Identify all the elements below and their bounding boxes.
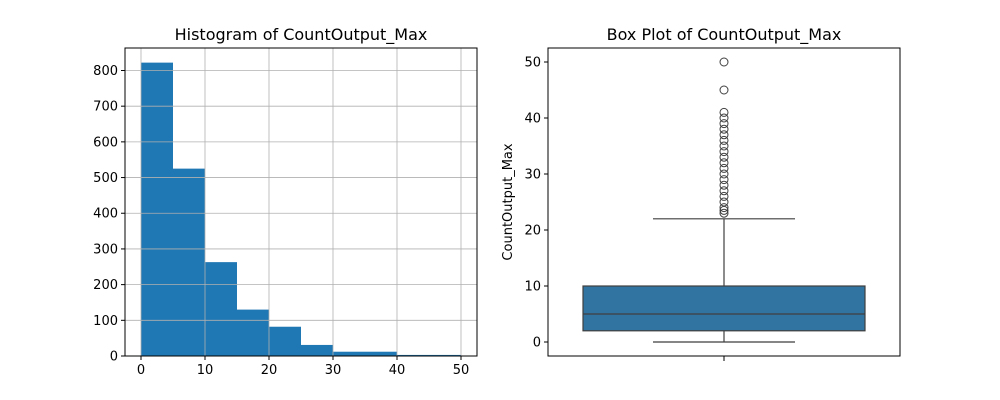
boxplot-outlier-point <box>719 152 729 162</box>
boxplot-outlier-point <box>719 163 729 173</box>
histogram-x-tick-label: 20 <box>261 363 278 378</box>
histogram-bars <box>141 62 461 356</box>
histogram-y-tick-label: 400 <box>93 207 118 222</box>
boxplot-outlier-point <box>719 158 729 168</box>
histogram-bar <box>365 351 397 356</box>
boxplot-y-tick-label: 20 <box>524 224 541 239</box>
histogram-title: Histogram of CountOutput_Max <box>175 25 428 45</box>
histogram-bar <box>269 326 301 356</box>
histogram-x-tick-label: 10 <box>197 363 214 378</box>
histogram-y-tick-label: 0 <box>110 350 118 365</box>
histogram-x-tick-label: 30 <box>325 363 342 378</box>
histogram-y-tick-label: 500 <box>93 171 118 186</box>
histogram-grid <box>125 48 477 357</box>
histogram-bar <box>237 309 269 356</box>
boxplot-panel: Box Plot of CountOutput_Max CountOutput_… <box>501 25 901 361</box>
histogram-y-tick-label: 600 <box>93 135 118 150</box>
boxplot-outlier-point <box>719 175 729 185</box>
boxplot-outlier-point <box>719 147 729 157</box>
boxplot-outlier-point <box>719 119 729 129</box>
histogram-bar <box>301 344 333 356</box>
boxplot-outlier-point <box>719 186 729 196</box>
boxplot-outlier-point <box>719 57 729 67</box>
boxplot-y-tick-label: 10 <box>524 280 541 295</box>
histogram-bar <box>429 354 461 356</box>
histogram-panel: Histogram of CountOutput_Max 0 10 20 30 40 50… <box>93 25 478 378</box>
boxplot-outlier-point <box>719 113 729 123</box>
boxplot-y-ticks: 0 10 20 30 40 50 <box>524 56 548 351</box>
histogram-bar <box>205 262 237 356</box>
histogram-x-tick-label: 0 <box>137 363 145 378</box>
boxplot-box <box>582 285 866 332</box>
histogram-x-tick-label: 40 <box>389 363 406 378</box>
histogram-x-tick-label: 50 <box>453 363 470 378</box>
histogram-x-ticks: 0 10 20 30 40 50 <box>137 356 469 378</box>
histogram-y-tick-label: 800 <box>93 64 118 79</box>
histogram-y-tick-label: 200 <box>93 278 118 293</box>
boxplot-outlier-point <box>719 208 729 218</box>
boxplot-outlier-point <box>719 124 729 134</box>
histogram-y-tick-label: 300 <box>93 242 118 257</box>
boxplot-outlier-point <box>719 130 729 140</box>
boxplot-y-tick-label: 40 <box>524 112 541 127</box>
boxplot-outlier-point <box>719 169 729 179</box>
histogram-y-tick-label: 700 <box>93 100 118 115</box>
boxplot-outlier-point <box>719 107 729 117</box>
boxplot-y-tick-label: 50 <box>524 56 541 71</box>
boxplot-outlier-point <box>719 135 729 145</box>
histogram-bar <box>397 354 429 356</box>
boxplot-y-tick-label: 0 <box>533 336 541 351</box>
boxplot-outlier-point <box>719 197 729 207</box>
boxplot-y-tick-label: 30 <box>524 168 541 183</box>
boxplot-outlier-point <box>719 141 729 151</box>
histogram-bar <box>141 62 173 356</box>
histogram-bar <box>173 168 205 356</box>
boxplot-outlier-point <box>719 191 729 201</box>
boxplot-y-axis-label: CountOutput_Max <box>501 143 516 260</box>
histogram-axes-frame <box>124 47 478 357</box>
histogram-y-tick-label: 100 <box>93 314 118 329</box>
boxplot-outlier-point <box>719 85 729 95</box>
boxplot-title: Box Plot of CountOutput_Max <box>607 25 842 45</box>
boxplot-outlier-point <box>719 180 729 190</box>
boxplot-outlier-point <box>719 203 729 213</box>
histogram-y-ticks: 0 100 200 300 400 500 600 700 800 <box>93 64 125 365</box>
boxplot-body <box>582 57 866 343</box>
histogram-bar <box>333 351 365 356</box>
